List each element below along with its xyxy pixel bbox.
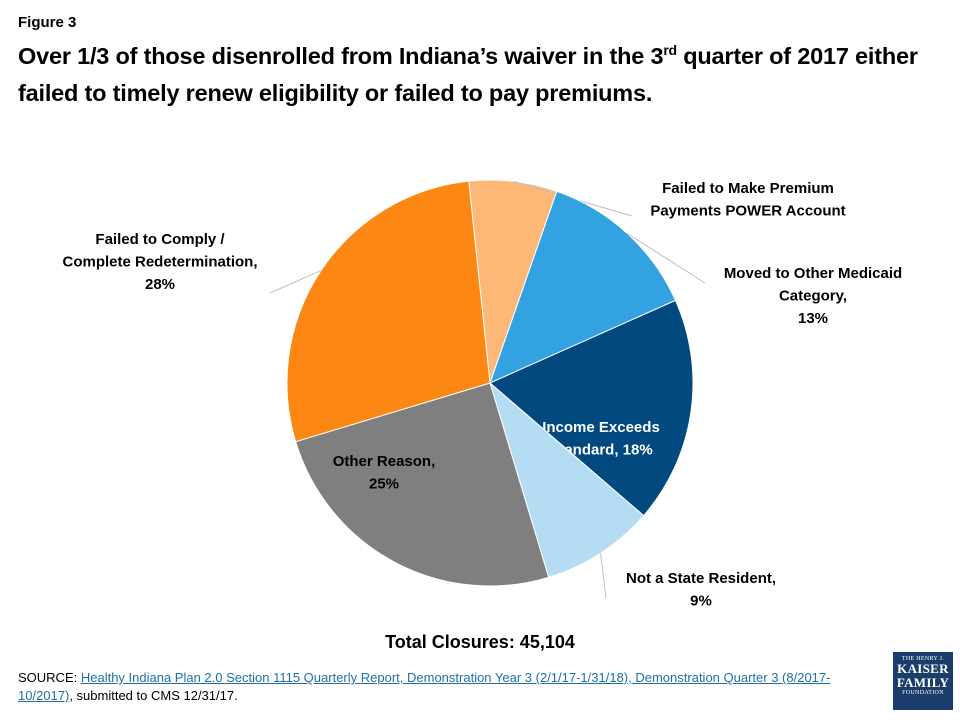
leader-line-3 <box>600 553 607 599</box>
pie-slice-2 <box>489 299 694 517</box>
title-part2: quarter of 2017 either failed to timely … <box>18 43 918 106</box>
total-closures: Total Closures: 45,104 <box>385 632 575 652</box>
slice-label-4: Other Reason, 25% <box>333 453 436 493</box>
source-suffix: , submitted to CMS 12/31/17. <box>69 688 238 703</box>
slice-label-0: Failed to Make Premium Payments POWER Acc… <box>650 180 845 220</box>
logo-line2: KAISER <box>897 661 949 676</box>
slice-label-1: Moved to Other Medicaid Category, 13% <box>724 265 902 327</box>
leader-line-5 <box>269 270 322 294</box>
slice-label-2: Income Exceeds Standard, 18% <box>542 419 660 459</box>
source-link[interactable]: Healthy Indiana Plan 2.0 Section 1115 Qu… <box>18 670 831 703</box>
source-prefix: SOURCE: <box>18 670 81 685</box>
logo-line3: FAMILY <box>896 675 950 690</box>
title-superscript: rd <box>663 42 677 59</box>
kff-logo: THE HENRY J. KAISER FAMILY FOUNDATION <box>893 652 953 710</box>
logo-line1: THE HENRY J. <box>901 656 945 662</box>
figure-label: Figure 3 <box>18 14 77 31</box>
logo-line4: FOUNDATION <box>902 690 944 696</box>
pie-slice-3 <box>489 381 645 578</box>
pie-slice-4 <box>295 382 550 587</box>
pie-slice-5 <box>286 180 491 443</box>
source-note: SOURCE: Healthy Indiana Plan 2.0 Section… <box>18 669 878 705</box>
leader-line-1 <box>627 233 706 284</box>
slice-label-5: Failed to Comply / Complete Redeterminati… <box>62 231 257 293</box>
slice-label-3: Not a State Resident, 9% <box>626 570 776 610</box>
chart-title: Over 1/3 of those disenrolled from India… <box>18 38 938 112</box>
title-part1: Over 1/3 of those disenrolled from India… <box>18 43 664 69</box>
